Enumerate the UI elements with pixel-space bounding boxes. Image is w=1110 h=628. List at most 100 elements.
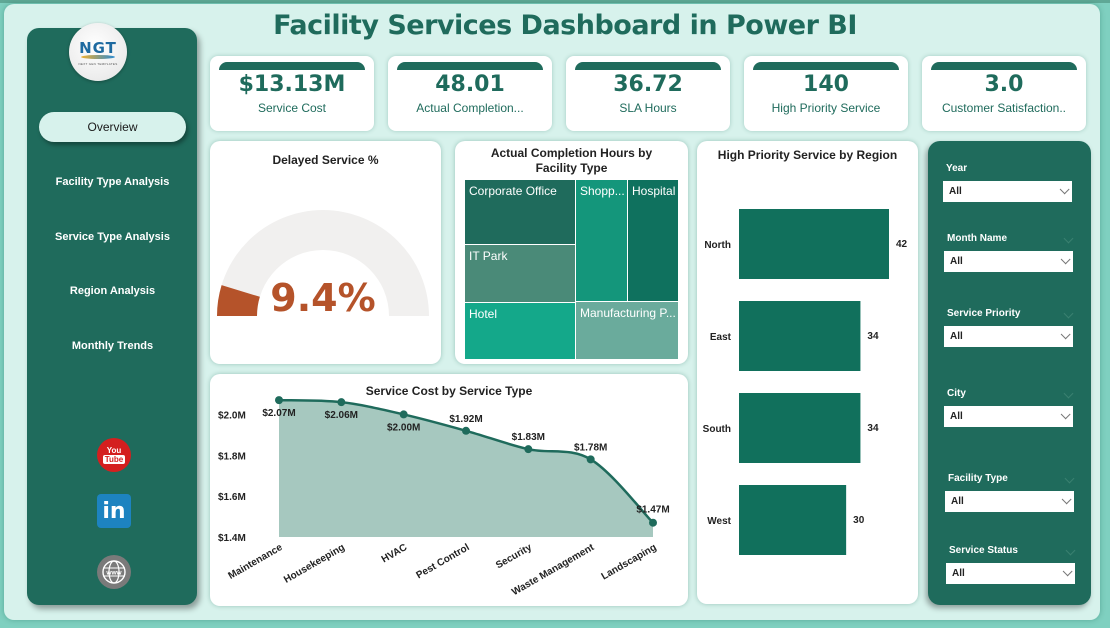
treemap-cell-hospital[interactable]: Hospital [627,179,679,303]
filter-value: All [950,256,963,267]
youtube-text: You [106,446,122,455]
treemap-card: Actual Completion Hours by Facility Type… [455,141,688,364]
gauge-chart: 9.4% [217,210,429,320]
bar-west[interactable] [739,485,847,555]
logo-subtext: NEXT GEN TEMPLATES [78,61,118,66]
logo-text: NGT [79,38,117,57]
bar-south[interactable] [739,393,861,463]
x-tick-label: Security [494,542,534,571]
area-point[interactable] [399,410,408,419]
bar-data-label: 34 [867,331,879,342]
treemap-cell-corporate-office[interactable]: Corporate Office [464,179,576,245]
chevron-down-icon [1062,566,1073,577]
filter-value: All [952,568,965,579]
kpi-sla-hours: 36.72 SLA Hours [566,56,730,131]
kpi-value: 3.0 [984,72,1024,97]
globe-www-icon[interactable]: www [97,555,131,589]
gauge-fill[interactable] [217,285,260,316]
area-data-label: $2.06M [325,410,358,421]
sidebar: NGT NEXT GEN TEMPLATES Overview Facility… [27,23,197,605]
filter-service-status-dropdown[interactable]: All [946,563,1075,584]
region-bar-chart: North 42 East 34 South 34 West 30 [703,209,908,555]
area-data-label: $1.78M [574,442,607,453]
chevron-down-icon [1060,254,1071,265]
linkedin-icon[interactable]: in [97,494,131,528]
filter-month-name-dropdown[interactable]: All [944,251,1073,272]
gauge-title: Delayed Service % [272,153,379,167]
linkedin-text: in [102,498,126,524]
filters-panel: Year All Month Name All Service Priority… [928,141,1091,605]
area-data-label: $1.83M [512,432,545,443]
youtube-icon[interactable]: You Tube [97,438,131,472]
chevron-down-icon [1063,388,1074,399]
treemap-cell-shopping[interactable]: Shopp... [575,179,628,303]
youtube-tube-text: Tube [102,455,126,464]
kpi-service-cost: $13.13M Service Cost [210,56,374,131]
filter-facility-type-dropdown[interactable]: All [945,491,1074,512]
service-cost-area-card: Service Cost by Service Type $1.4M $1.6M $… [210,374,688,606]
nav-facility-type-analysis[interactable]: Facility Type Analysis [39,167,186,197]
nav-service-type-analysis[interactable]: Service Type Analysis [39,222,186,252]
treemap-cell-hotel[interactable]: Hotel [464,302,576,360]
chevron-down-icon [1063,233,1074,244]
filter-service-priority-dropdown[interactable]: All [944,326,1073,347]
kpi-accent-bar [753,62,899,70]
area-data-label: $2.07M [262,408,295,419]
kpi-label: High Priority Service [771,101,881,115]
filter-value: All [950,331,963,342]
area-data-label: $1.92M [449,414,482,425]
kpi-value: 140 [803,72,849,97]
treemap-title: Actual Completion Hours by Facility Type [490,146,653,175]
area-point[interactable] [586,455,595,464]
kpi-value: 48.01 [435,72,505,97]
treemap-label: Hotel [469,307,498,321]
y-tick-label: $2.0M [218,410,246,421]
kpi-accent-bar [575,62,721,70]
treemap-label: Manufacturing P... [580,306,676,320]
delayed-service-gauge-card: Delayed Service % 9.4% [210,141,441,364]
bar-category-label: East [710,332,732,343]
bar-north[interactable] [739,209,889,279]
kpi-value: 36.72 [613,72,683,97]
filter-year-dropdown[interactable]: All [943,181,1072,202]
kpi-accent-bar [931,62,1077,70]
area-fill [279,400,653,537]
area-point[interactable] [337,398,346,407]
www-text: www [105,570,122,577]
service-cost-area-chart: $1.4M $1.6M $1.8M $2.0M $2.07M Maintenance $2.… [218,396,670,598]
treemap-label: Hospital [632,184,676,198]
nav-monthly-trends[interactable]: Monthly Trends [39,331,186,361]
area-point[interactable] [524,445,533,454]
filter-value: All [951,496,964,507]
page-title: Facility Services Dashboard in Power BI [273,10,857,41]
area-point[interactable] [275,396,283,405]
kpi-accent-bar [219,62,365,70]
x-tick-label: Maintenance [227,542,285,582]
filter-label-month-name: Month Name [947,233,1007,244]
kpi-actual-completion: 48.01 Actual Completion... [388,56,552,131]
bar-category-label: North [704,240,731,251]
nav-label: Region Analysis [69,285,156,297]
kpi-label: Actual Completion... [416,101,524,115]
chevron-down-icon [1063,308,1074,319]
bar-east[interactable] [739,301,861,371]
treemap-cell-it-park[interactable]: IT Park [464,244,576,303]
region-bar-card: High Priority Service by Region North 42 E… [697,141,918,604]
treemap-cell-manufacturing[interactable]: Manufacturing P... [575,301,679,360]
kpi-label: SLA Hours [619,101,677,115]
nav-region-analysis[interactable]: Region Analysis [39,276,186,306]
filter-city-dropdown[interactable]: All [944,406,1073,427]
area-point[interactable] [649,518,657,527]
bar-data-label: 42 [896,239,908,250]
kpi-value: $13.13M [238,72,346,97]
bar-data-label: 30 [853,515,865,526]
chevron-down-icon [1060,409,1071,420]
filter-value: All [950,411,963,422]
bar-category-label: South [703,424,731,435]
area-point[interactable] [462,426,470,435]
nav-label: Monthly Trends [71,340,154,352]
nav-overview[interactable]: Overview [39,112,186,142]
gauge-value: 9.4% [270,276,375,320]
treemap-label: Shopp... [580,184,625,198]
treemap-label: Corporate Office [469,184,557,198]
